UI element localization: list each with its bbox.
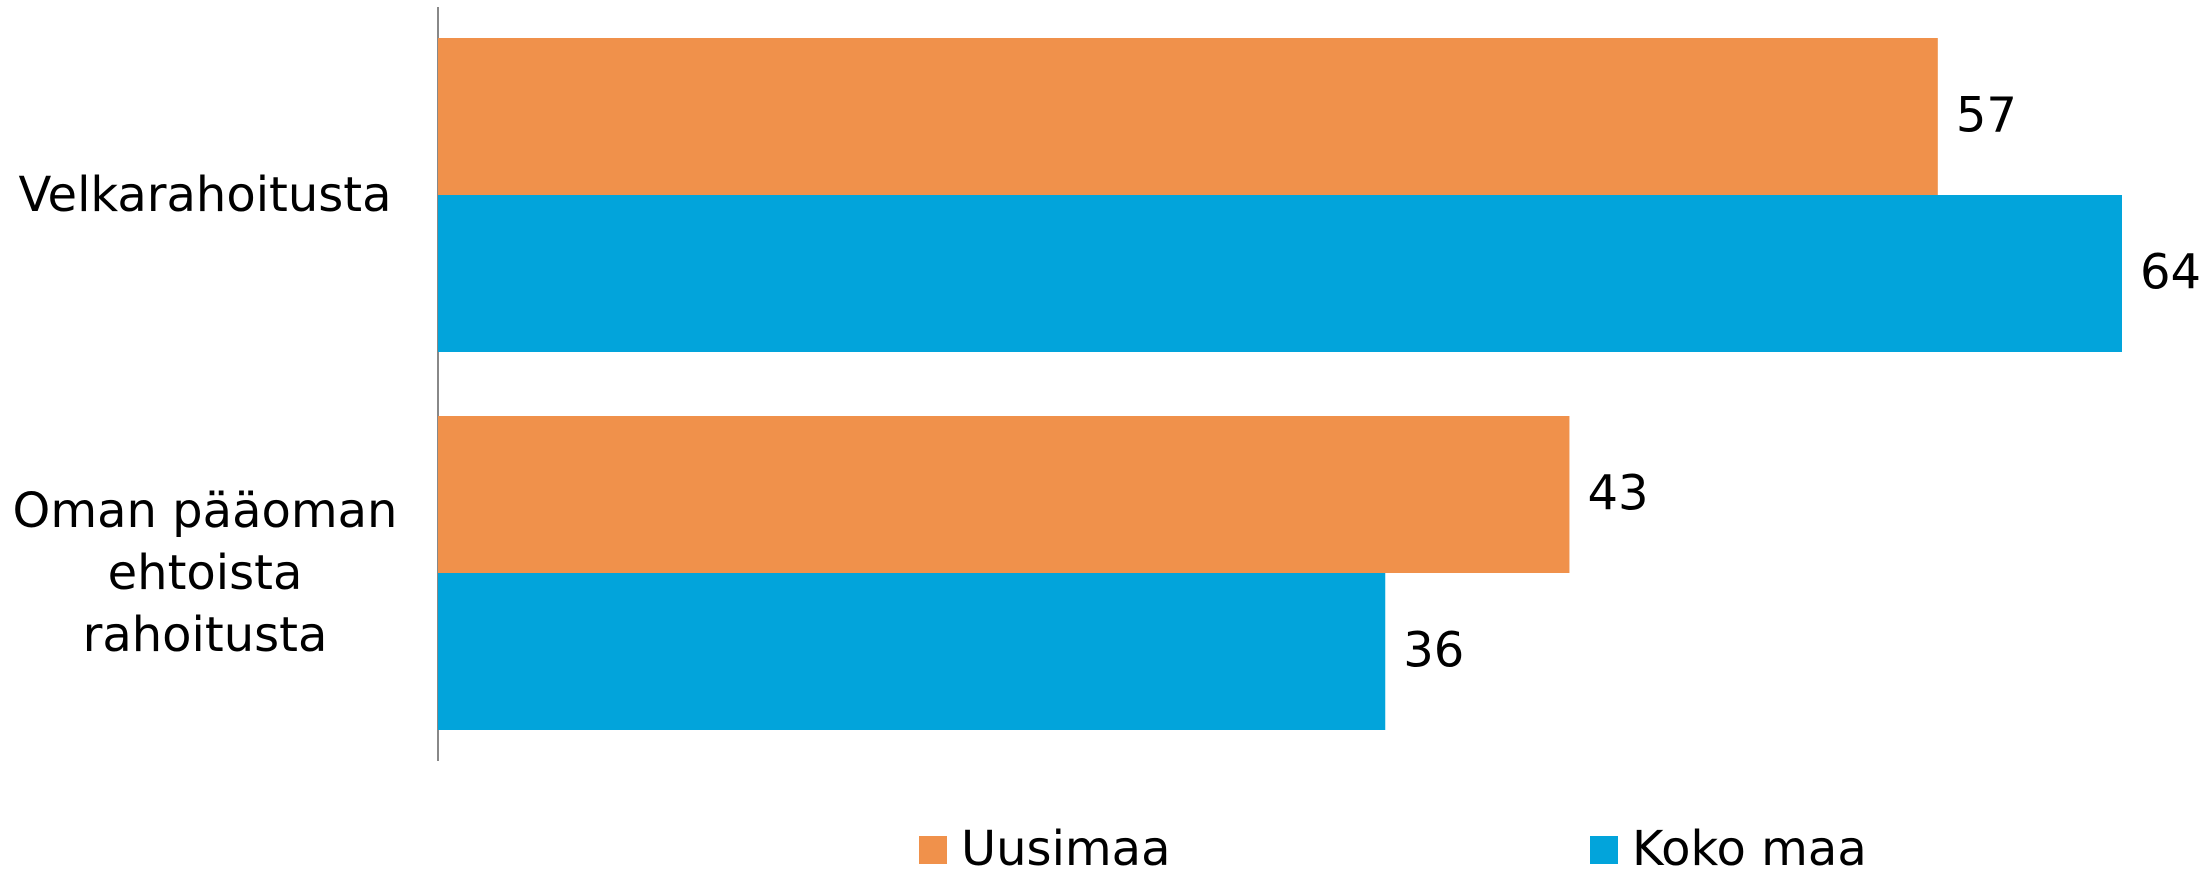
data-label: 64 xyxy=(2140,245,2201,301)
bar xyxy=(438,195,2122,352)
category-label: Oman pääoman ehtoista rahoitusta xyxy=(12,483,398,663)
bar xyxy=(438,38,1938,195)
bar xyxy=(438,416,1570,573)
data-label: 36 xyxy=(1403,623,1464,679)
bar xyxy=(438,573,1386,730)
legend-swatch xyxy=(919,836,947,864)
legend-label: Koko maa xyxy=(1632,821,1867,871)
legend-label: Uusimaa xyxy=(961,821,1170,871)
legend-swatch xyxy=(1590,836,1618,864)
data-label: 43 xyxy=(1587,466,1648,522)
data-label: 57 xyxy=(1956,88,2017,144)
category-label: Velkarahoitusta xyxy=(18,167,392,223)
